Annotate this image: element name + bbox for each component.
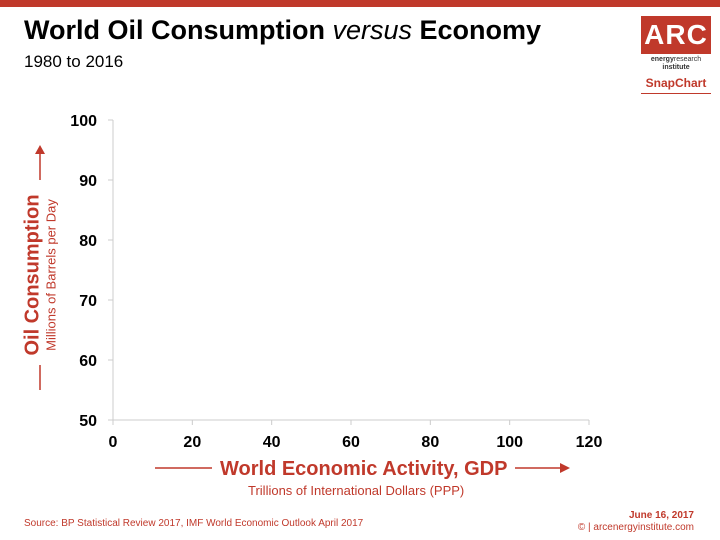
snapchart-label: SnapChart bbox=[645, 76, 707, 90]
credit-link[interactable]: © | arcenergyinstitute.com bbox=[577, 522, 694, 533]
y-tick-label: 50 bbox=[79, 413, 97, 430]
logo-text: ARC bbox=[641, 16, 711, 54]
chart-subtitle: 1980 to 2016 bbox=[24, 52, 124, 71]
axis-arrows bbox=[35, 145, 570, 473]
y-axis-title: Oil Consumption Millions of Barrels per … bbox=[22, 194, 59, 355]
title-part-3: Economy bbox=[412, 15, 542, 45]
x-axis-sublabel: Trillions of International Dollars (PPP) bbox=[248, 483, 465, 498]
logo-line2: institute bbox=[662, 64, 690, 71]
x-tick-label: 20 bbox=[183, 434, 201, 451]
title-part-1: World Oil Consumption bbox=[24, 15, 333, 45]
source-note: Source: BP Statistical Review 2017, IMF … bbox=[24, 518, 364, 529]
top-accent-bar bbox=[0, 0, 720, 7]
x-tick-label: 100 bbox=[496, 434, 523, 451]
x-axis-label: World Economic Activity, GDP bbox=[220, 458, 508, 480]
publish-date: June 16, 2017 bbox=[628, 510, 694, 521]
logo-underline bbox=[641, 93, 711, 94]
logo-line1: energyresearch bbox=[641, 56, 711, 64]
y-tick-label: 80 bbox=[79, 233, 97, 250]
y-tick-label: 90 bbox=[79, 173, 97, 190]
y-arrow-head bbox=[35, 145, 45, 154]
y-tick-label: 70 bbox=[79, 293, 97, 310]
x-tick-label: 80 bbox=[421, 434, 439, 451]
y-tick-label: 100 bbox=[70, 113, 97, 130]
chart-axes bbox=[112, 120, 589, 421]
y-tick-label: 60 bbox=[79, 353, 97, 370]
y-axis-sublabel: Millions of Barrels per Day bbox=[43, 199, 59, 351]
logo-line1-bold: energy bbox=[650, 56, 674, 63]
x-tick-label: 40 bbox=[263, 434, 281, 451]
y-axis-label: Oil Consumption bbox=[21, 194, 44, 356]
chart-ticks: 50 60 70 80 90 100 0 20 40 60 80 100 120 bbox=[70, 113, 602, 451]
x-arrow-head bbox=[560, 463, 570, 473]
chart-title: World Oil Consumption versus Economy bbox=[24, 15, 541, 46]
x-tick-label: 120 bbox=[576, 434, 603, 451]
arc-logo: ARC energyresearch institute SnapChart bbox=[641, 16, 711, 94]
x-tick-label: 60 bbox=[342, 434, 360, 451]
logo-line1-light: research bbox=[673, 56, 702, 63]
title-part-2: versus bbox=[332, 15, 413, 45]
x-tick-label: 0 bbox=[109, 434, 118, 451]
